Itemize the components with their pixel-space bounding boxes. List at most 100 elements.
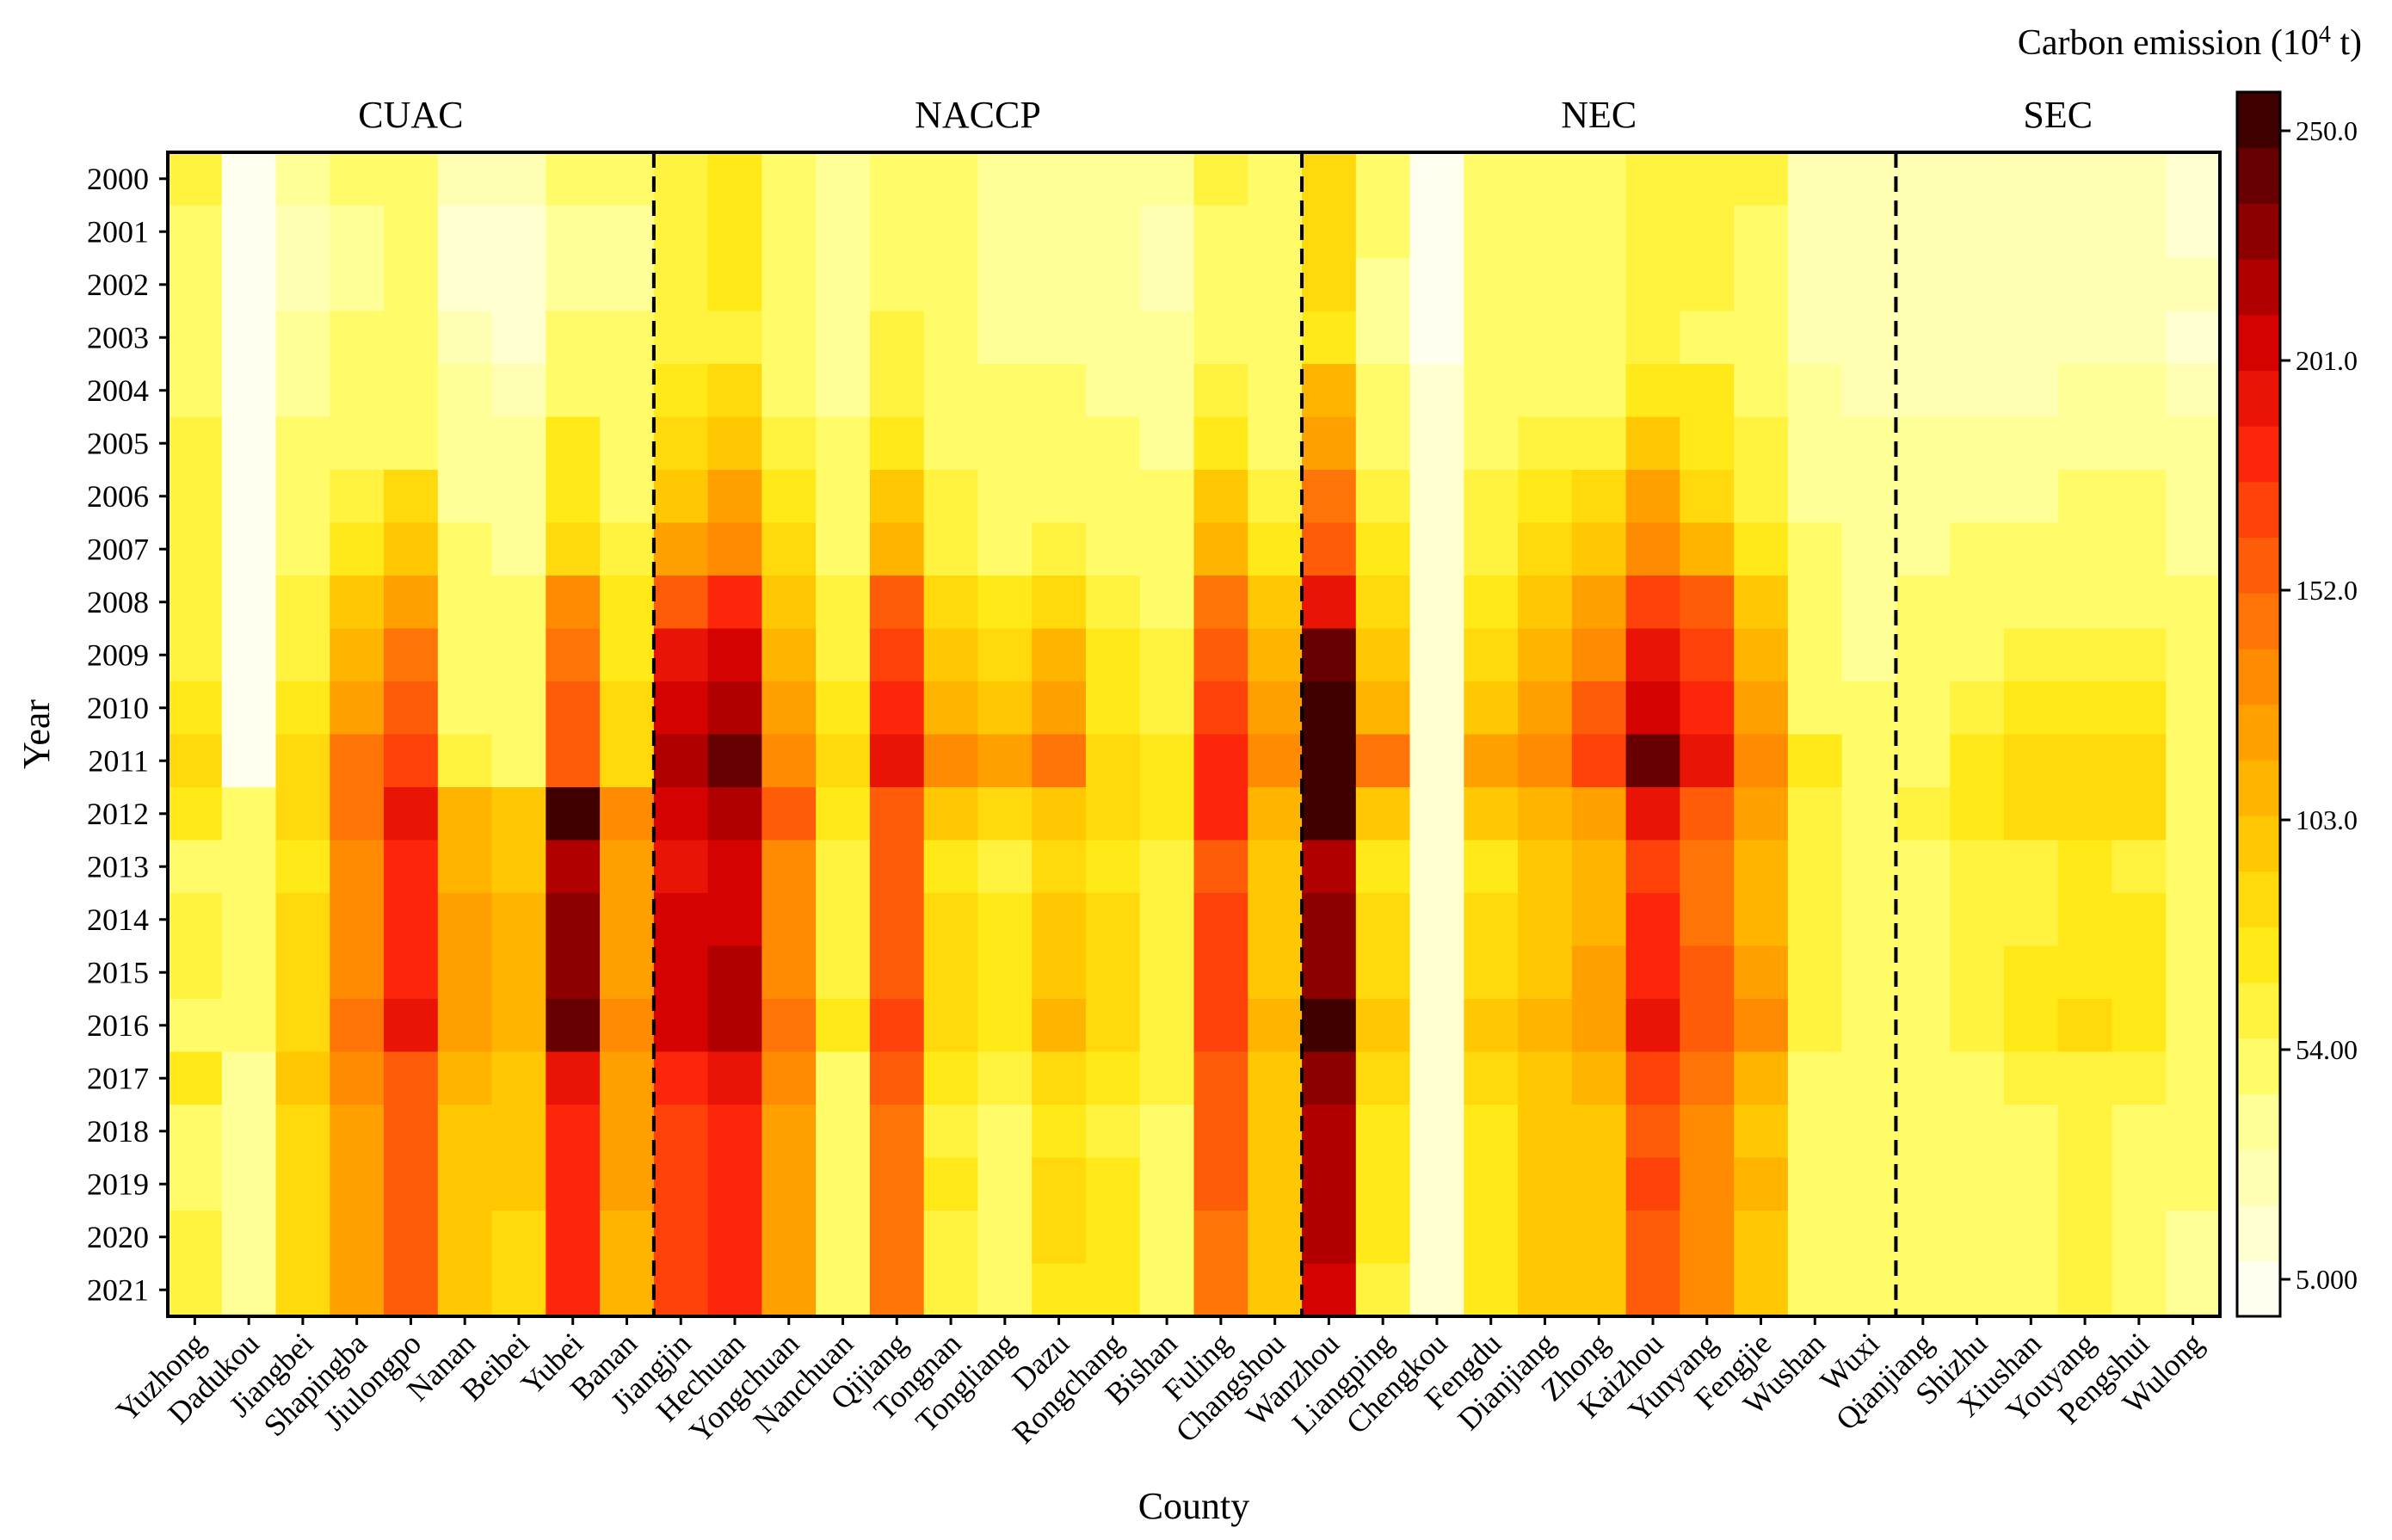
heatmap-cell [1248, 311, 1303, 365]
heatmap-cell [491, 946, 546, 1000]
heatmap-cell [1085, 364, 1141, 418]
heatmap-cell [1355, 576, 1411, 630]
heatmap-cell [384, 470, 439, 524]
heatmap-cell [275, 999, 330, 1053]
heatmap-cell [384, 576, 439, 630]
heatmap-cell [707, 628, 762, 682]
heatmap-cell [330, 364, 385, 418]
heatmap-cell [168, 1051, 223, 1106]
heatmap-cell [977, 522, 1033, 576]
heatmap-cell [491, 258, 546, 312]
colorbar-segment [2237, 314, 2280, 372]
heatmap-cell [2003, 416, 2059, 471]
heatmap-cell [1248, 840, 1303, 894]
heatmap-cell [653, 416, 709, 471]
heatmap-cell [2057, 681, 2113, 736]
heatmap-cell [1409, 152, 1464, 206]
heatmap-cell [1896, 999, 1951, 1053]
heatmap-cell [546, 787, 601, 841]
heatmap-cell [2166, 787, 2221, 841]
heatmap-cell [491, 576, 546, 630]
heatmap-cell [653, 787, 709, 841]
heatmap-cell [2111, 576, 2167, 630]
heatmap-cell [977, 576, 1033, 630]
heatmap-cell [1248, 470, 1303, 524]
heatmap-cell [1302, 364, 1357, 418]
heatmap-cell [384, 946, 439, 1000]
heatmap-cell [1248, 1157, 1303, 1211]
heatmap-cell [1841, 311, 1897, 365]
heatmap-cell [1518, 364, 1573, 418]
heatmap-cell [653, 893, 709, 947]
heatmap-cell [1193, 364, 1248, 418]
heatmap-cell [1248, 1263, 1303, 1317]
heatmap-cell [1032, 1105, 1087, 1159]
heatmap-cell [2111, 311, 2167, 365]
heatmap-cell [977, 258, 1033, 312]
region-labels: CUAC NACCP NEC SEC [358, 94, 2093, 136]
heatmap-cell [2057, 1157, 2113, 1211]
heatmap-cell [1409, 893, 1464, 947]
colorbar-tick-label: 201.0 [2296, 345, 2358, 376]
heatmap-cell [491, 470, 546, 524]
heatmap-cell [1032, 576, 1087, 630]
heatmap-cell [546, 1051, 601, 1106]
heatmap-cell [168, 311, 223, 365]
heatmap-cell [1139, 311, 1195, 365]
heatmap-cell [1032, 1210, 1087, 1265]
heatmap-cell [923, 1210, 979, 1265]
heatmap-cell [1896, 628, 1951, 682]
heatmap-cell [653, 1157, 709, 1211]
heatmap-cell [1950, 205, 2005, 259]
heatmap-cell [1896, 258, 1951, 312]
heatmap-cell [546, 946, 601, 1000]
heatmap-cell [1032, 734, 1087, 788]
heatmap-cell [221, 946, 277, 1000]
heatmap-cell [546, 1263, 601, 1317]
heatmap-cell [1193, 946, 1248, 1000]
heatmap-cell [2057, 311, 2113, 365]
heatmap-cell [1355, 152, 1411, 206]
heatmap-cell [491, 787, 546, 841]
heatmap-cell [168, 1263, 223, 1317]
heatmap-cell [653, 522, 709, 576]
heatmap-cell [977, 1157, 1033, 1211]
heatmap-cell [2166, 152, 2221, 206]
heatmap-cell [1950, 1263, 2005, 1317]
heatmap-cell [2166, 893, 2221, 947]
heatmap-cell [1896, 311, 1951, 365]
heatmap-cell [1734, 1051, 1789, 1106]
heatmap-cell [1139, 1157, 1195, 1211]
heatmap-cell [1896, 1105, 1951, 1159]
heatmap-cell [1032, 628, 1087, 682]
heatmap-cell [1841, 416, 1897, 471]
heatmap-cell [168, 681, 223, 736]
heatmap-cell [1409, 416, 1464, 471]
heatmap-cell [816, 205, 871, 259]
heatmap-cell [1302, 311, 1357, 365]
heatmap-cell [1787, 1263, 1843, 1317]
heatmap-cell [2111, 1263, 2167, 1317]
heatmap-cell [546, 364, 601, 418]
heatmap-cell [653, 258, 709, 312]
heatmap-cell [923, 946, 979, 1000]
heatmap-cell [707, 1263, 762, 1317]
heatmap-cell [1787, 470, 1843, 524]
heatmap-cell [168, 576, 223, 630]
heatmap-cell [437, 734, 493, 788]
heatmap-cell [869, 1105, 925, 1159]
heatmap-cell [977, 364, 1033, 418]
heatmap-cell [1085, 152, 1141, 206]
heatmap-cell [707, 1157, 762, 1211]
heatmap-cell [1139, 893, 1195, 947]
heatmap-cell [761, 152, 817, 206]
heatmap-cell [2111, 364, 2167, 418]
heatmap-cell [1625, 946, 1680, 1000]
heatmap-cell [168, 840, 223, 894]
heatmap-cell [1032, 522, 1087, 576]
heatmap-cell [168, 364, 223, 418]
heatmap-cell [1302, 681, 1357, 736]
heatmap-cell [330, 681, 385, 736]
y-tick-label: 2015 [87, 955, 149, 989]
heatmap-cell [491, 1105, 546, 1159]
